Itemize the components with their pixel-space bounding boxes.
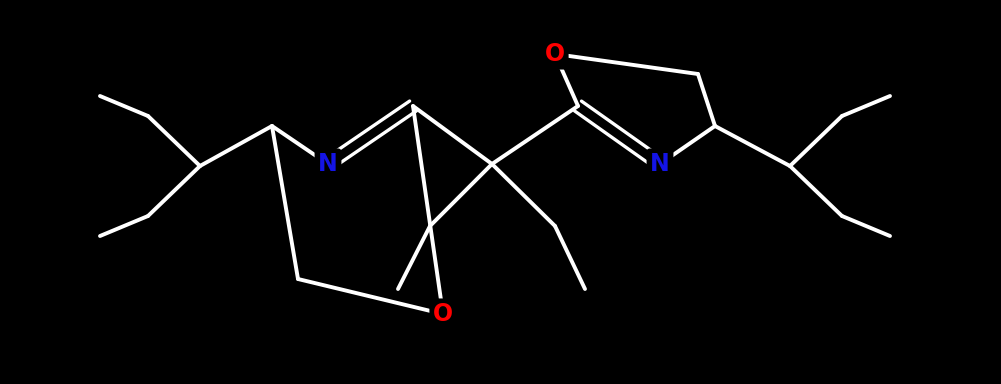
Text: O: O — [545, 42, 565, 66]
Text: O: O — [433, 302, 453, 326]
Text: N: N — [318, 152, 338, 176]
Text: N: N — [650, 152, 670, 176]
